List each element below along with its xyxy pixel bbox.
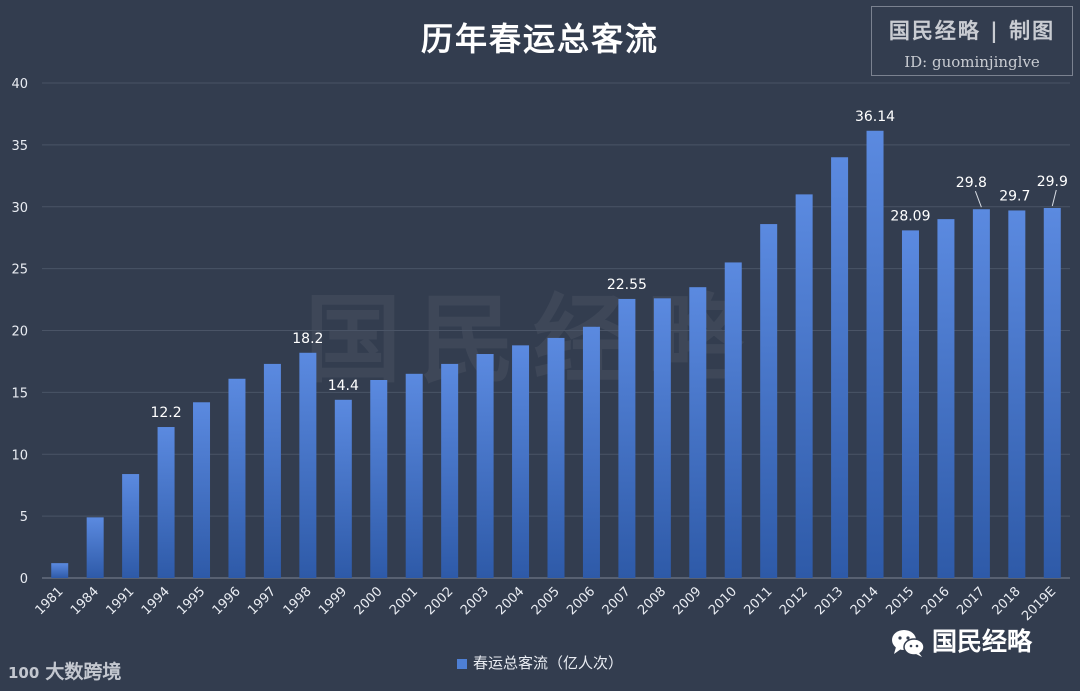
x-tick-label: 2005 — [529, 584, 563, 618]
x-tick-label: 2014 — [848, 584, 882, 618]
y-tick-label: 20 — [11, 325, 28, 340]
legend: 春运总客流（亿人次） — [0, 652, 1080, 673]
y-tick-label: 30 — [11, 201, 28, 216]
legend-swatch — [456, 658, 467, 669]
bar — [476, 354, 494, 578]
x-tick-label: 2004 — [493, 584, 527, 618]
credit-id: ID: guominjinglve — [904, 53, 1040, 71]
y-tick-label: 5 — [20, 510, 28, 525]
bar — [582, 326, 600, 578]
x-tick-label: 1997 — [245, 584, 279, 618]
y-tick-label: 0 — [20, 572, 28, 587]
x-tick-label: 1994 — [139, 584, 173, 618]
bar — [653, 298, 671, 578]
x-tick-label: 2003 — [458, 584, 492, 618]
brand-badge: 国民经略 — [890, 622, 1032, 658]
x-tick-label: 1981 — [33, 584, 67, 618]
chart-title: 历年春运总客流 — [420, 20, 659, 58]
bars — [51, 130, 1061, 579]
bar — [937, 219, 955, 578]
data-label: 29.7 — [999, 188, 1030, 204]
x-tick-label: 2006 — [564, 584, 598, 618]
x-tick-label: 2002 — [422, 584, 456, 618]
source-logo: 100 大数跨境 — [8, 657, 121, 684]
x-tick-label: 2011 — [742, 584, 776, 618]
data-label: 22.55 — [607, 277, 647, 293]
source-logo-mark: 100 — [8, 664, 40, 682]
data-label: 12.2 — [150, 405, 181, 421]
bar — [228, 378, 246, 578]
x-tick-label: 2017 — [954, 584, 988, 618]
bar — [618, 298, 636, 578]
source-label: 大数跨境 — [45, 661, 122, 683]
x-tick-label: 1984 — [68, 584, 102, 618]
x-axis-ticks: 1981 1984 1991 1994 1995 1996 1997 1998 1999 2000… — [33, 584, 1060, 624]
x-tick-label: 2010 — [706, 584, 740, 618]
wechat-icon — [892, 630, 925, 657]
bar — [547, 337, 565, 578]
x-tick-label: 2015 — [883, 584, 917, 618]
data-label: 14.4 — [328, 378, 359, 394]
bar — [86, 517, 104, 578]
bar — [122, 474, 140, 578]
x-tick-label: 1999 — [316, 584, 350, 618]
data-label: 29.8 — [956, 175, 987, 191]
bar — [901, 230, 919, 579]
x-tick-label: 2019E — [1019, 584, 1059, 624]
bar — [157, 427, 175, 578]
bar — [795, 194, 813, 578]
x-tick-label: 2016 — [919, 584, 953, 618]
bar — [760, 224, 778, 578]
bar — [1043, 207, 1061, 579]
bar — [724, 262, 742, 578]
x-tick-label: 2000 — [352, 584, 386, 618]
bar — [1008, 210, 1026, 578]
data-labels: 12.2 18.2 14.4 22.55 36.14 28.09 29.8 29.7 29.9 — [150, 109, 1067, 421]
data-label: 36.14 — [855, 109, 895, 125]
legend-label: 春运总客流（亿人次） — [472, 654, 623, 672]
credit-title: 国民经略 | 制图 — [888, 18, 1056, 43]
bar — [370, 380, 388, 578]
bar — [334, 399, 352, 578]
bar — [866, 130, 884, 578]
data-label-leader — [974, 191, 982, 208]
x-tick-label: 2009 — [671, 584, 705, 618]
x-tick-label: 1991 — [103, 584, 137, 618]
x-tick-label: 1996 — [210, 584, 244, 618]
y-tick-label: 10 — [11, 448, 28, 463]
bar — [405, 373, 423, 578]
x-tick-label: 1995 — [174, 584, 208, 618]
bar — [972, 209, 990, 578]
x-tick-label: 1998 — [281, 584, 315, 618]
x-tick-label: 2008 — [635, 584, 669, 618]
brand-label: 国民经略 — [932, 627, 1033, 656]
bar — [831, 157, 849, 578]
bar — [193, 402, 211, 578]
y-tick-label: 40 — [11, 77, 28, 92]
data-label: 29.9 — [1037, 174, 1068, 190]
y-tick-label: 35 — [11, 139, 28, 154]
y-axis-ticks: 0 5 10 15 20 25 30 35 40 — [11, 77, 28, 587]
x-tick-label: 2012 — [777, 584, 811, 618]
y-tick-label: 25 — [11, 263, 28, 278]
y-tick-label: 15 — [11, 386, 28, 401]
data-label-leader — [1051, 189, 1057, 207]
x-tick-label: 2001 — [387, 584, 421, 618]
data-label: 18.2 — [292, 331, 323, 347]
bar — [441, 363, 459, 578]
x-tick-label: 2007 — [600, 584, 634, 618]
data-label: 28.09 — [890, 208, 930, 224]
bar — [51, 563, 69, 578]
bar — [263, 363, 281, 578]
x-tick-label: 2013 — [812, 584, 846, 618]
bar — [512, 345, 530, 578]
bar — [689, 287, 707, 578]
credit-box: 国民经略 | 制图 ID: guominjinglve — [871, 6, 1073, 76]
bar — [299, 352, 317, 578]
